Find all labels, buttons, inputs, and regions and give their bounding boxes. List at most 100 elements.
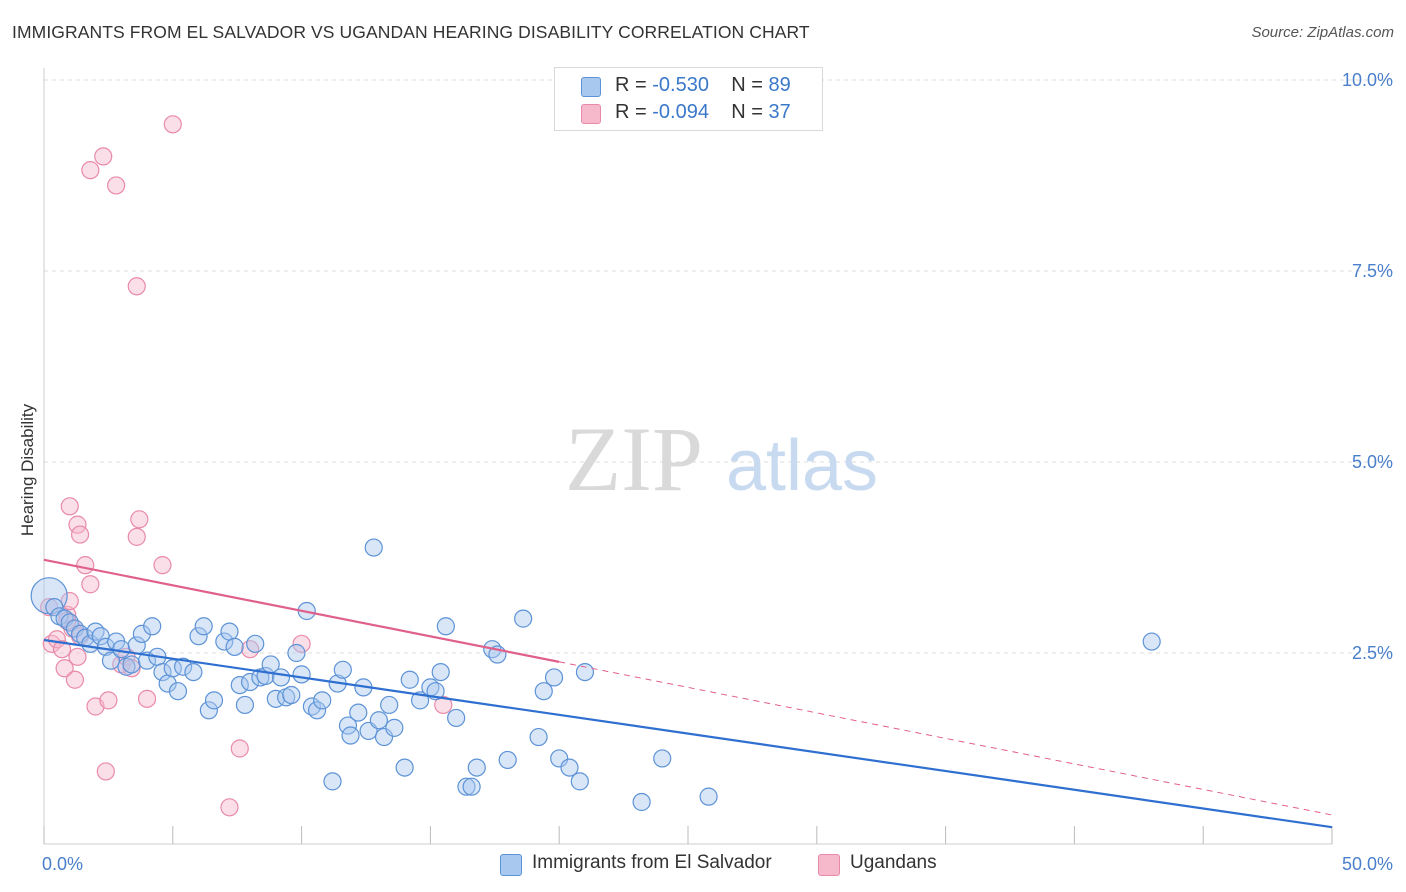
axes bbox=[43, 68, 1333, 845]
data-point-el-salvador bbox=[215, 632, 234, 651]
data-point-ugandans bbox=[137, 689, 157, 708]
data-point-el-salvador bbox=[462, 777, 481, 796]
data-point-el-salvador bbox=[194, 617, 213, 636]
data-point-el-salvador bbox=[271, 668, 291, 687]
data-point-el-salvador bbox=[400, 670, 419, 689]
legend-n-label: N = bbox=[731, 101, 763, 123]
data-point-el-salvador bbox=[349, 703, 368, 722]
data-point-el-salvador bbox=[313, 691, 332, 710]
data-point-el-salvador bbox=[235, 695, 255, 715]
data-point-el-salvador bbox=[168, 682, 188, 701]
data-point-ugandans bbox=[81, 161, 100, 180]
data-point-el-salvador bbox=[431, 662, 450, 682]
data-point-el-salvador bbox=[544, 668, 564, 687]
watermark-zip: ZIP bbox=[565, 408, 703, 510]
data-point-ugandans bbox=[68, 647, 87, 666]
data-point-el-salvador bbox=[550, 749, 569, 768]
data-point-el-salvador bbox=[457, 777, 476, 796]
data-point-el-salvador bbox=[220, 622, 239, 641]
data-point-ugandans bbox=[127, 277, 146, 296]
legend-label-el-salvador: Immigrants from El Salvador bbox=[532, 852, 772, 873]
data-point-el-salvador bbox=[101, 651, 121, 670]
watermark: ZIP atlas bbox=[565, 408, 878, 510]
data-point-el-salvador bbox=[112, 640, 131, 659]
data-point-ugandans bbox=[240, 640, 260, 659]
legend-swatch-blue bbox=[581, 77, 601, 97]
data-point-el-salvador bbox=[534, 682, 553, 701]
y-tick-label: 5.0% bbox=[1352, 452, 1393, 472]
data-point-el-salvador bbox=[240, 672, 260, 692]
data-point-ugandans bbox=[292, 634, 311, 653]
data-point-el-salvador bbox=[45, 598, 64, 617]
data-point-el-salvador bbox=[282, 685, 301, 705]
data-point-el-salvador bbox=[132, 624, 151, 644]
data-point-el-salvador bbox=[436, 617, 455, 636]
y-tick-labels: 2.5% 5.0% 7.5% 10.0% bbox=[1342, 70, 1393, 663]
data-point-el-salvador bbox=[514, 609, 533, 628]
data-point-el-salvador bbox=[380, 695, 399, 715]
data-point-ugandans bbox=[76, 556, 95, 575]
x-tick-label-max: 50.0% bbox=[1342, 854, 1393, 874]
legend-swatch-blue bbox=[500, 854, 522, 876]
data-point-ugandans bbox=[65, 670, 85, 689]
data-point-ugandans bbox=[220, 798, 239, 817]
data-point-ugandans bbox=[99, 691, 118, 710]
data-point-el-salvador bbox=[333, 660, 352, 679]
legend-n-value: 89 bbox=[768, 74, 791, 96]
data-point-ugandans bbox=[70, 525, 90, 544]
data-point-ugandans bbox=[55, 659, 74, 678]
legend-label-ugandans: Ugandans bbox=[850, 852, 937, 873]
data-point-ugandans bbox=[60, 497, 79, 516]
data-point-ugandans bbox=[40, 598, 59, 617]
legend-swatch-pink bbox=[818, 854, 840, 876]
chart-source: Source: ZipAtlas.com bbox=[1251, 24, 1394, 41]
correlation-legend: R = -0.530 N = 89 R = -0.094 N = 37 bbox=[554, 67, 823, 131]
data-point-el-salvador bbox=[199, 701, 218, 720]
data-point-el-salvador bbox=[575, 662, 595, 682]
data-point-el-salvador bbox=[246, 634, 265, 653]
data-point-el-salvador bbox=[341, 726, 360, 745]
data-point-el-salvador bbox=[364, 538, 383, 557]
y-axis-label: Hearing Disability bbox=[18, 403, 37, 537]
data-point-el-salvador bbox=[204, 691, 224, 710]
data-point-el-salvador bbox=[498, 750, 517, 770]
chart-title: IMMIGRANTS FROM EL SALVADOR VS UGANDAN H… bbox=[12, 22, 810, 42]
data-point-el-salvador bbox=[230, 675, 249, 695]
data-point-el-salvador bbox=[653, 749, 672, 768]
trend-line-el-salvador bbox=[43, 638, 1333, 829]
data-point-el-salvador bbox=[385, 718, 404, 737]
data-point-el-salvador bbox=[184, 662, 203, 682]
data-point-el-salvador bbox=[570, 772, 589, 791]
data-point-el-salvador bbox=[560, 758, 579, 777]
legend-r-value: -0.094 bbox=[652, 101, 709, 123]
data-point-el-salvador bbox=[122, 655, 141, 674]
data-point-el-salvador bbox=[292, 665, 311, 684]
y-tick-label: 2.5% bbox=[1352, 643, 1393, 663]
data-point-el-salvador bbox=[174, 657, 193, 676]
data-point-el-salvador bbox=[143, 617, 162, 636]
data-point-el-salvador bbox=[632, 792, 651, 812]
data-point-ugandans bbox=[81, 575, 100, 594]
trend-lines bbox=[43, 558, 1333, 829]
trend-line-ugandans bbox=[43, 558, 560, 663]
data-point-el-salvador bbox=[467, 758, 486, 777]
data-point-ugandans bbox=[434, 695, 453, 715]
data-point-ugandans bbox=[163, 115, 182, 134]
data-point-el-salvador bbox=[65, 619, 85, 638]
data-point-ugandans bbox=[230, 739, 249, 758]
data-point-el-salvador bbox=[369, 711, 388, 730]
data-point-el-salvador bbox=[225, 637, 244, 656]
y-tick-label: 10.0% bbox=[1342, 70, 1393, 90]
x-tick-labels: 0.0% 50.0% bbox=[42, 854, 1393, 874]
data-point-el-salvador bbox=[529, 727, 548, 747]
grid-lines bbox=[44, 79, 1394, 654]
data-point-ugandans bbox=[153, 556, 172, 575]
data-point-el-salvador bbox=[307, 701, 327, 720]
data-point-el-salvador bbox=[447, 708, 466, 728]
data-point-ugandans bbox=[52, 640, 72, 659]
data-point-el-salvador bbox=[374, 727, 394, 747]
legend-n-value: 37 bbox=[768, 101, 791, 123]
data-point-el-salvador bbox=[287, 643, 306, 663]
legend-r-label: R = bbox=[615, 101, 647, 123]
legend-n-label: N = bbox=[731, 74, 763, 96]
